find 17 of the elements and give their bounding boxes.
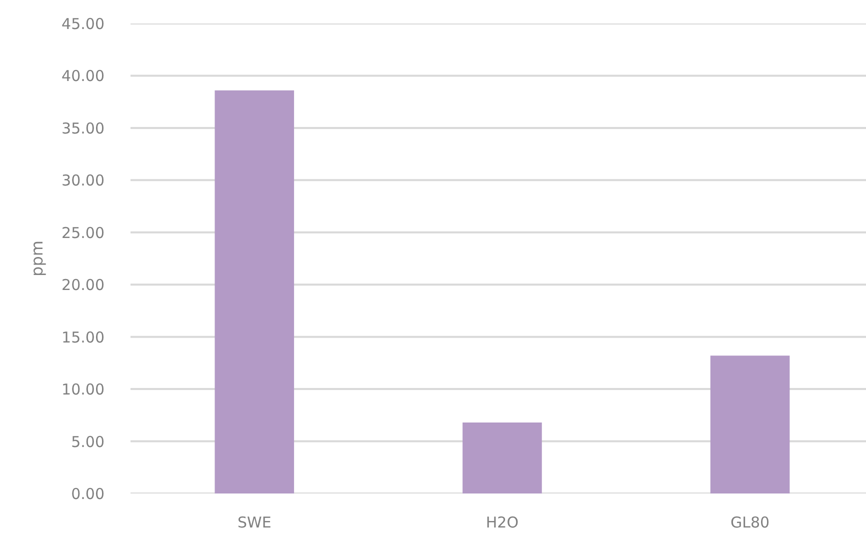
y-tick-label: 25.00 <box>62 224 105 242</box>
y-tick-label: 5.00 <box>71 432 105 451</box>
y-tick-label: 20.00 <box>62 276 105 294</box>
y-tick-label: 10.00 <box>62 380 105 399</box>
y-tick-label: 35.00 <box>62 119 105 138</box>
y-tick-label: 0.00 <box>71 485 105 503</box>
y-tick-label: 45.00 <box>62 15 105 33</box>
y-axis-title: ppm <box>28 240 47 276</box>
x-tick-label: GL80 <box>730 514 770 532</box>
y-tick-label: 30.00 <box>62 172 105 190</box>
x-tick-label: SWE <box>237 514 272 532</box>
x-tick-label: H2O <box>486 514 519 532</box>
bar <box>214 90 294 494</box>
bar <box>462 422 542 494</box>
bar <box>710 356 790 494</box>
y-tick-label: 40.00 <box>62 67 105 86</box>
y-tick-label: 15.00 <box>62 328 105 346</box>
